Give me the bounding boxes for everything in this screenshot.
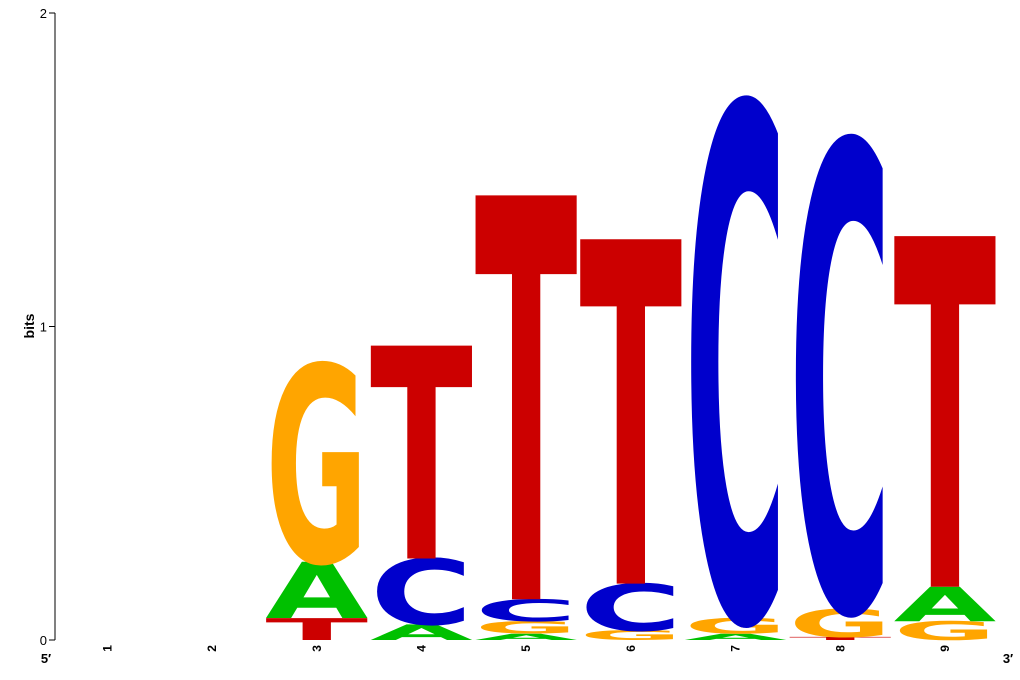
y-tick-label: 2	[40, 6, 47, 21]
three-prime-label: 3′	[1003, 651, 1013, 666]
letter-a: A	[684, 632, 787, 642]
position-label: 7	[729, 645, 743, 652]
letter-a: A	[370, 620, 473, 645]
letter-t: T	[789, 636, 892, 641]
five-prime-label: 5′	[41, 651, 51, 666]
letter-t: T	[370, 287, 473, 628]
letter-t: T	[894, 141, 997, 680]
letter-a: A	[265, 546, 368, 636]
position-label: 9	[938, 645, 952, 652]
position-label: 8	[833, 645, 847, 652]
letter-t: T	[475, 85, 578, 680]
y-tick-label: 0	[40, 633, 47, 648]
position-labels: 1 2 3 4 5 6 7 8 9	[100, 645, 952, 652]
letter-g: G	[789, 601, 892, 646]
y-ticks: 0 1 2	[40, 6, 55, 648]
letter-c: C	[580, 571, 683, 646]
y-tick-label: 1	[40, 320, 47, 335]
letter-c: C	[475, 593, 578, 628]
letter-g: G	[894, 616, 997, 646]
position-label: 5	[519, 645, 533, 652]
letter-g: G	[265, 310, 368, 626]
letter-t: T	[265, 612, 368, 647]
letter-g: G	[580, 628, 683, 643]
position-label: 2	[205, 645, 219, 652]
letter-c: C	[370, 541, 473, 646]
position-label: 3	[310, 645, 324, 652]
position-label: 4	[414, 645, 428, 652]
letter-c: C	[789, 16, 892, 680]
letter-a: A	[894, 578, 997, 633]
letter-g: G	[684, 614, 787, 639]
letter-t: T	[580, 146, 683, 680]
position-label: 1	[100, 645, 114, 652]
y-axis-label: bits	[21, 313, 37, 338]
letter-g: G	[475, 618, 578, 638]
position-label: 6	[624, 645, 638, 652]
letter-a: A	[475, 632, 578, 642]
letter-c: C	[684, 0, 787, 680]
